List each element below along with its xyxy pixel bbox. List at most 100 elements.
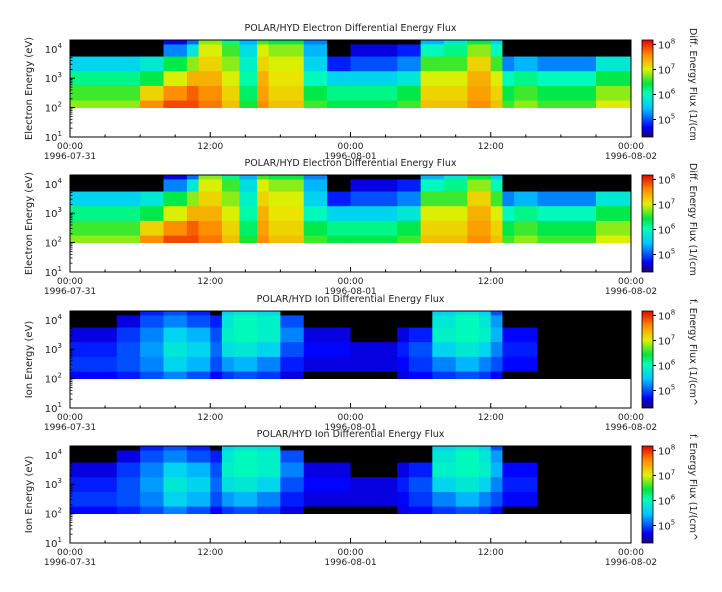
- heatmap-cell: [595, 477, 632, 493]
- heatmap-cell: [70, 491, 118, 507]
- heatmap-cell: [257, 71, 270, 87]
- heatmap-cell: [303, 446, 351, 451]
- x-tick-label-date: 1996-07-31: [44, 152, 96, 162]
- x-tick-label-time: 00:00: [57, 413, 83, 423]
- y-tick-label: 104: [45, 448, 63, 462]
- colorbar-tick-label: 105: [658, 384, 675, 398]
- heatmap-cell: [303, 191, 328, 207]
- heatmap-cell: [595, 371, 632, 380]
- heatmap-cell: [280, 327, 305, 343]
- heatmap-cell: [140, 191, 164, 207]
- y-tick-label: 104: [45, 313, 63, 327]
- x-tick-label-date: 1996-07-31: [44, 287, 96, 297]
- heatmap-cell: [350, 100, 398, 109]
- heatmap-cell: [467, 40, 492, 45]
- panel-title: POLAR/HYD Ion Differential Energy Flux: [257, 429, 445, 440]
- heatmap-cell: [537, 175, 562, 180]
- heatmap-cell: [537, 491, 597, 507]
- heatmap-cell: [397, 191, 422, 207]
- heatmap-cell: [140, 356, 164, 372]
- heatmap-cell: [420, 100, 445, 109]
- heatmap-cell: [420, 179, 445, 192]
- y-axis-label: Ion Energy (eV): [24, 456, 35, 534]
- heatmap-cell: [432, 342, 457, 358]
- heatmap-cell: [595, 44, 632, 57]
- heatmap-cell: [397, 356, 410, 372]
- heatmap-cell: [444, 175, 468, 180]
- heatmap-cell: [350, 175, 398, 180]
- heatmap-cell: [257, 44, 270, 57]
- heatmap-cell: [186, 220, 199, 236]
- heatmap-cell: [221, 191, 240, 207]
- y-tick-label: 103: [45, 477, 62, 491]
- heatmap-cell: [163, 100, 188, 109]
- heatmap-cell: [514, 191, 538, 207]
- x-tick-label-time: 00:00: [618, 413, 644, 423]
- heatmap-cell: [560, 235, 597, 244]
- heatmap-cell: [514, 235, 538, 244]
- heatmap-cell: [537, 179, 562, 192]
- heatmap-cell: [467, 85, 492, 101]
- x-tick-label-date: 1996-07-31: [44, 423, 96, 433]
- heatmap-cell: [70, 311, 118, 316]
- heatmap-cells: [70, 311, 632, 380]
- heatmap-cell: [560, 85, 597, 101]
- heatmap-cell: [420, 44, 445, 57]
- heatmap-cell: [116, 506, 141, 515]
- heatmap-cell: [221, 506, 235, 515]
- heatmap-cell: [432, 315, 457, 328]
- heatmap-cell: [595, 491, 632, 507]
- heatmap-cell: [397, 371, 410, 380]
- heatmap-cell: [490, 175, 503, 180]
- heatmap-cell: [327, 40, 351, 45]
- heatmap-cell: [560, 220, 597, 236]
- heatmap-cell: [140, 446, 164, 451]
- heatmap-cell: [163, 506, 188, 515]
- heatmap-cell: [490, 44, 503, 57]
- colorbar-tick-label: 106: [658, 493, 676, 507]
- heatmap-cell: [408, 356, 433, 372]
- x-tick-label-date: 1996-08-02: [605, 152, 657, 162]
- heatmap-cell: [221, 356, 235, 372]
- heatmap-cell: [221, 315, 235, 328]
- heatmap-cell: [280, 371, 305, 380]
- y-tick-label: 102: [45, 101, 62, 115]
- heatmap-cell: [502, 40, 515, 45]
- y-axis-label: Ion Energy (eV): [24, 321, 35, 399]
- heatmap-cell: [116, 462, 141, 478]
- heatmap-cell: [479, 342, 492, 358]
- heatmap-cell: [537, 191, 562, 207]
- heatmap-cell: [490, 191, 503, 207]
- heatmap-cell: [420, 40, 445, 45]
- heatmap-cell: [327, 179, 351, 192]
- heatmap-cell: [537, 446, 597, 451]
- heatmap-cell: [514, 100, 538, 109]
- heatmap-cell: [502, 206, 515, 222]
- heatmap-cell: [163, 40, 188, 45]
- heatmap-cell: [397, 342, 410, 358]
- heatmap-cell: [350, 191, 398, 207]
- colorbar-tick-label: 105: [658, 519, 675, 533]
- heatmap-cell: [350, 311, 398, 316]
- heatmap-cell: [163, 371, 188, 380]
- heatmap-cell: [502, 56, 515, 72]
- y-tick-label: 103: [45, 71, 62, 85]
- heatmap-cell: [350, 371, 398, 380]
- heatmap-cell: [268, 179, 305, 192]
- heatmap-cell: [239, 40, 258, 45]
- heatmap-cell: [163, 56, 188, 72]
- heatmap-cell: [537, 235, 562, 244]
- heatmap-cell: [239, 191, 258, 207]
- heatmap-cell: [70, 71, 141, 87]
- heatmap-cell: [198, 44, 223, 57]
- heatmap-cell: [70, 371, 118, 380]
- x-tick-label-time: 12:00: [478, 413, 504, 423]
- heatmap-cell: [186, 100, 199, 109]
- heatmap-cell: [327, 175, 351, 180]
- heatmap-cell: [537, 56, 562, 72]
- heatmap-cell: [210, 356, 223, 372]
- heatmap-cell: [502, 100, 515, 109]
- heatmap-cell: [397, 446, 410, 451]
- heatmap-cell: [140, 44, 164, 57]
